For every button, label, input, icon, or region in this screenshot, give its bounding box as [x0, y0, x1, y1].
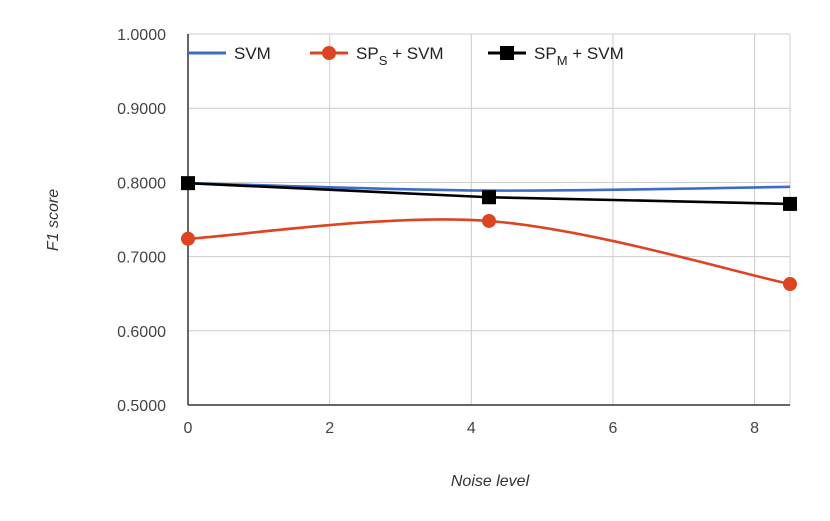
data-point-marker — [482, 213, 496, 228]
y-tick-label: 0.9000 — [117, 101, 166, 118]
x-axis-label: Noise level — [451, 473, 530, 490]
legend-label-main: SP — [534, 44, 557, 63]
legend-label-subscript: M — [557, 53, 568, 68]
legend-label: SPS + SVM — [356, 44, 444, 68]
x-tick-label: 0 — [184, 420, 193, 437]
axes: 0.5000 0.6000 0.7000 0.8000 0.9000 1.0000 0 2 4 6… — [117, 27, 790, 437]
y-tick-label: 1.0000 — [117, 27, 166, 44]
x-tick-label: 2 — [325, 420, 334, 437]
grid-lines — [188, 33, 791, 406]
legend-swatch-marker — [322, 46, 336, 60]
data-point-marker — [181, 176, 195, 191]
data-point-marker — [783, 277, 797, 292]
y-axis-label: F1 score — [45, 189, 62, 251]
y-tick-label: 0.5000 — [117, 398, 166, 415]
legend-label: SPM + SVM — [534, 44, 624, 68]
data-point-marker — [482, 190, 496, 205]
legend-label-main: SVM — [234, 44, 271, 63]
series-group — [181, 176, 797, 292]
legend-label-main: SP — [356, 44, 379, 63]
legend-label-subscript: S — [379, 53, 388, 68]
legend-label-tail: + SVM — [387, 44, 443, 63]
y-tick-label: 0.7000 — [117, 250, 166, 267]
x-tick-label: 8 — [750, 420, 759, 437]
y-tick-label: 0.8000 — [117, 175, 166, 192]
y-tick-label: 0.6000 — [117, 324, 166, 341]
series-line-1 — [187, 218, 791, 286]
legend: SVM SPS + SVM SPM + SVM — [188, 44, 624, 68]
data-point-marker — [783, 196, 797, 211]
legend-swatch-marker — [500, 46, 514, 60]
legend-label: SVM — [234, 44, 271, 63]
legend-label-tail: + SVM — [568, 44, 624, 63]
x-tick-label: 4 — [467, 420, 476, 437]
data-point-marker — [181, 231, 195, 246]
x-tick-label: 6 — [608, 420, 617, 437]
